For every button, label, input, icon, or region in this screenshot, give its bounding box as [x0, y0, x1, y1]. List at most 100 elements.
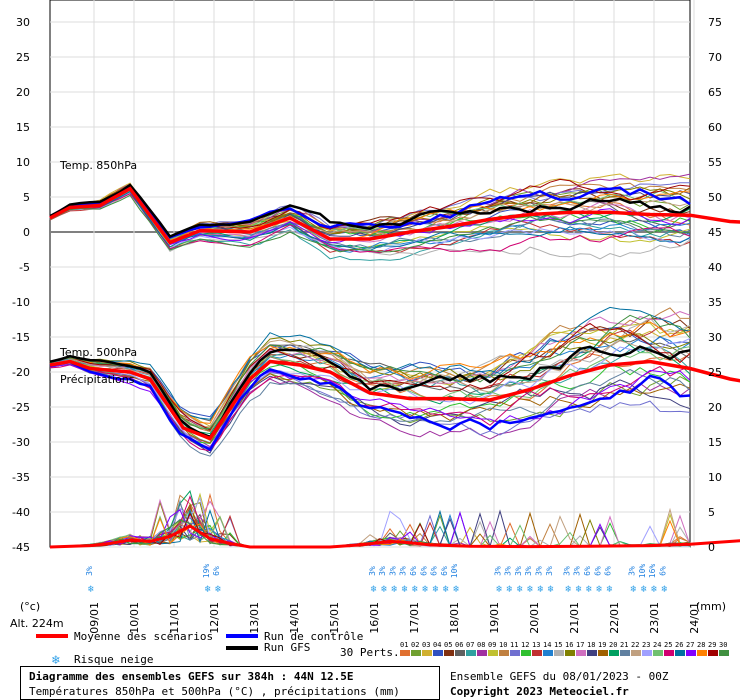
- member-swatch: [675, 650, 685, 656]
- right-tick-label: 40: [708, 261, 722, 274]
- left-tick-label: 0: [23, 226, 30, 239]
- snowflake-icon: ❄: [433, 584, 440, 595]
- member-number: 22: [631, 641, 639, 649]
- x-date-label: 23/01: [648, 602, 661, 634]
- member-number: 10: [499, 641, 507, 649]
- right-tick-label: 0: [708, 541, 715, 554]
- legend-perts-label: 30 Perts.: [340, 646, 400, 659]
- snow-risk-percent: 16%: [648, 564, 657, 579]
- legend-control-label: Run de contrôle: [264, 630, 363, 643]
- left-tick-label: 20: [16, 86, 30, 99]
- snow-risk-percent: 3%: [534, 566, 543, 576]
- control-t500-line: [49, 360, 691, 452]
- member-number: 09: [488, 641, 496, 649]
- snow-risk-percent: 6%: [583, 566, 592, 576]
- member-number: 30: [719, 641, 727, 649]
- snowflake-icon: ❄: [443, 584, 450, 595]
- label-t500: Temp. 500hPa: [59, 346, 137, 359]
- member-swatch: [697, 650, 707, 656]
- snowflake-icon: ❄: [88, 584, 95, 595]
- member-number: 24: [653, 641, 661, 649]
- member-number: 20: [609, 641, 617, 649]
- member-swatch: [455, 650, 465, 656]
- member-swatch: [598, 650, 608, 656]
- member-swatch: [477, 650, 487, 656]
- snow-risk-percent: 6%: [440, 566, 449, 576]
- snow-risk-percent: 3%: [85, 566, 94, 576]
- member-swatch: [510, 650, 520, 656]
- member-swatch: [411, 650, 421, 656]
- member-swatch: [554, 650, 564, 656]
- snowflake-icon: ❄: [527, 584, 534, 595]
- snow-risk-percent: 3%: [524, 566, 533, 576]
- member-swatch: [422, 650, 432, 656]
- right-tick-label: 30: [708, 331, 722, 344]
- mean-t500-line: [49, 359, 740, 441]
- snowflake-icon: ❄: [537, 584, 544, 595]
- snowflake-icon: ❄: [565, 584, 572, 595]
- snow-risk-percent: 3%: [562, 566, 571, 576]
- member-number: 29: [708, 641, 716, 649]
- left-tick-label: 25: [16, 51, 30, 64]
- member-swatch: [499, 650, 509, 656]
- snow-risk-percent: 10%: [638, 564, 647, 579]
- x-date-label: 10/01: [128, 602, 141, 634]
- member-swatch: [664, 650, 674, 656]
- member-number: 06: [455, 641, 463, 649]
- snowflake-icon: ❄: [402, 584, 409, 595]
- x-date-label: 21/01: [568, 602, 581, 634]
- member-swatch: [642, 650, 652, 656]
- footer-subtitle: Températures 850hPa et 500hPa (°C) , pré…: [29, 685, 400, 698]
- legend: Moyenne des scénarios Run de contrôleRun …: [36, 630, 729, 668]
- member-number: 28: [697, 641, 705, 649]
- right-tick-label: 10: [708, 471, 722, 484]
- mean-precip-line: [49, 524, 740, 549]
- snow-risk-percent: 3%: [504, 566, 513, 576]
- member-swatch: [576, 650, 586, 656]
- left-tick-label: -20: [12, 366, 30, 379]
- member-swatch: [532, 650, 542, 656]
- member-swatch: [653, 650, 663, 656]
- left-tick-label: 10: [16, 156, 30, 169]
- member-number: 11: [510, 641, 518, 649]
- member-number: 14: [543, 641, 551, 649]
- snowflake-icon: ❄: [661, 584, 668, 595]
- x-date-label: 09/01: [88, 602, 101, 634]
- legend-mean-label: Moyenne des scénarios: [74, 630, 213, 643]
- snow-risk-percent: 19%: [202, 564, 211, 579]
- chart-grid: [49, 0, 695, 548]
- member-number: 13: [532, 641, 540, 649]
- right-tick-label: 60: [708, 121, 722, 134]
- member-number: 19: [598, 641, 606, 649]
- left-tick-label: -10: [12, 296, 30, 309]
- member-number: 17: [576, 641, 584, 649]
- snow-risk-percent: 6%: [430, 566, 439, 576]
- member-number: 07: [466, 641, 474, 649]
- x-date-label: 22/01: [608, 602, 621, 634]
- member-number: 21: [620, 641, 628, 649]
- right-tick-label: 20: [708, 401, 722, 414]
- left-tick-label: -15: [12, 331, 30, 344]
- right-tick-label: 55: [708, 156, 722, 169]
- member-swatch: [719, 650, 729, 656]
- x-date-label: 18/01: [448, 602, 461, 634]
- snowflake-icon: ❄: [205, 584, 212, 595]
- right-tick-label: 15: [708, 436, 722, 449]
- member-number: 08: [477, 641, 485, 649]
- member-swatch: [587, 650, 597, 656]
- snow-risk-percent: 3%: [493, 566, 502, 576]
- run-info: Ensemble GEFS du 08/01/2023 - 00Z: [450, 670, 669, 683]
- member-number: 02: [411, 641, 419, 649]
- snowflake-icon: ❄: [586, 584, 593, 595]
- x-date-label: 16/01: [368, 602, 381, 634]
- member-number: 27: [686, 641, 694, 649]
- x-date-label: 14/01: [288, 602, 301, 634]
- snow-risk-percent: 3%: [378, 566, 387, 576]
- right-tick-label: 25: [708, 366, 722, 379]
- member-number: 03: [422, 641, 430, 649]
- right-tick-label: 65: [708, 86, 722, 99]
- x-date-label: 17/01: [408, 602, 421, 634]
- x-date-label: 15/01: [328, 602, 341, 634]
- x-date-label: 20/01: [528, 602, 541, 634]
- snowflake-icon: ❄: [496, 584, 503, 595]
